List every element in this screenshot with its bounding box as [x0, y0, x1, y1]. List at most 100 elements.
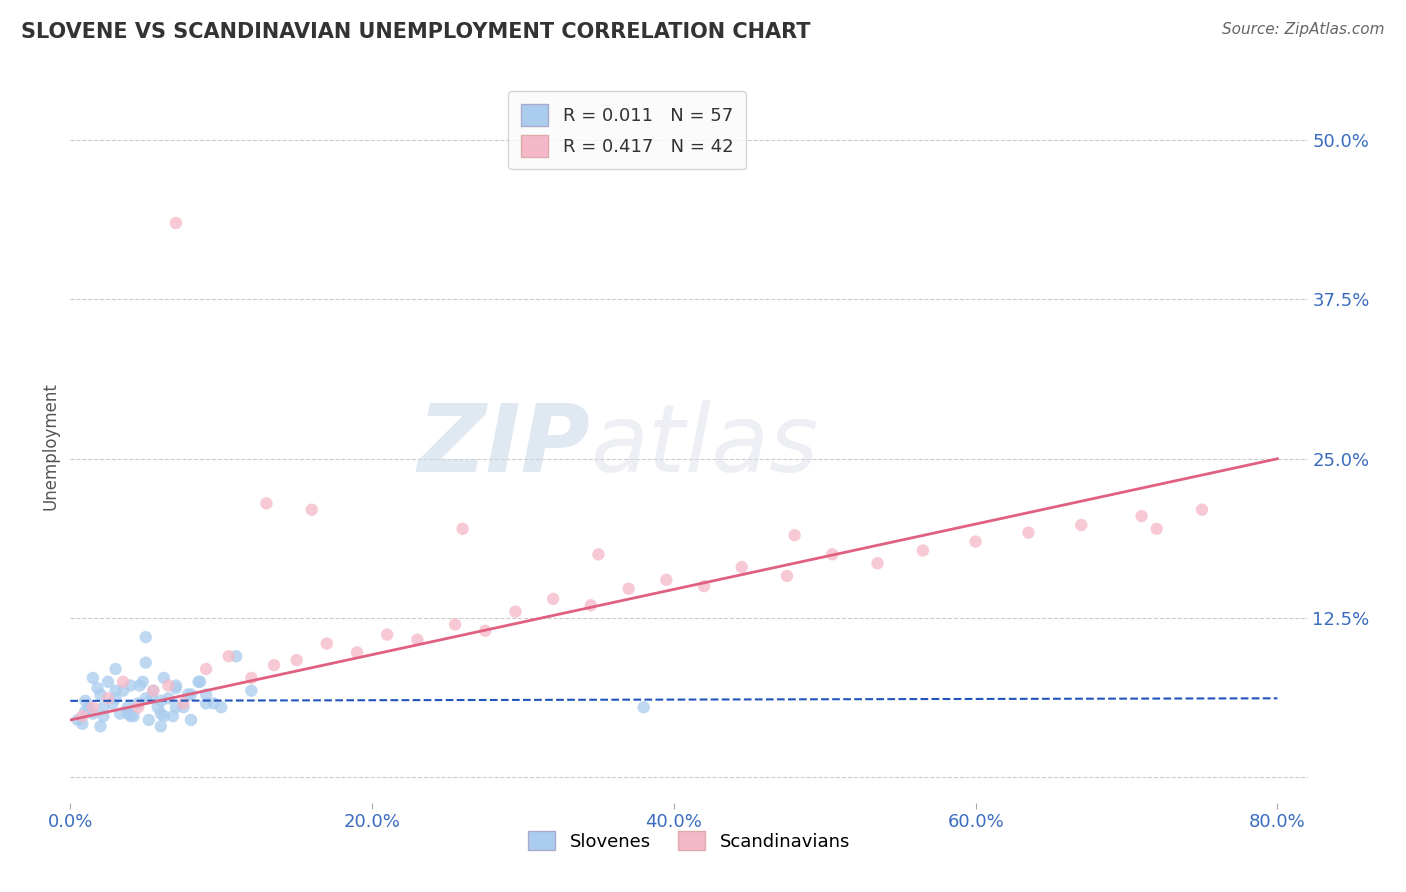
- Text: Source: ZipAtlas.com: Source: ZipAtlas.com: [1222, 22, 1385, 37]
- Point: [177, 688, 200, 702]
- Point: [172, 700, 194, 714]
- Point: [72, 716, 94, 731]
- Point: [187, 674, 209, 689]
- Point: [188, 674, 211, 689]
- Point: [112, 674, 135, 689]
- Point: [75, 694, 97, 708]
- Point: [135, 691, 157, 706]
- Point: [406, 632, 429, 647]
- Point: [165, 679, 187, 693]
- Point: [240, 683, 263, 698]
- Text: SLOVENE VS SCANDINAVIAN UNEMPLOYMENT CORRELATION CHART: SLOVENE VS SCANDINAVIAN UNEMPLOYMENT COR…: [21, 22, 811, 42]
- Point: [731, 560, 754, 574]
- Point: [93, 709, 115, 723]
- Point: [285, 653, 308, 667]
- Point: [195, 697, 218, 711]
- Point: [66, 713, 89, 727]
- Point: [1070, 518, 1092, 533]
- Point: [135, 656, 157, 670]
- Text: ZIP: ZIP: [418, 400, 591, 492]
- Point: [146, 700, 169, 714]
- Point: [505, 605, 527, 619]
- Point: [89, 688, 111, 702]
- Point: [157, 691, 180, 706]
- Point: [444, 617, 467, 632]
- Point: [89, 719, 111, 733]
- Point: [346, 645, 368, 659]
- Point: [225, 649, 247, 664]
- Point: [72, 709, 94, 723]
- Point: [776, 569, 799, 583]
- Point: [157, 679, 180, 693]
- Point: [633, 700, 655, 714]
- Point: [1191, 502, 1213, 516]
- Point: [122, 709, 145, 723]
- Y-axis label: Unemployment: Unemployment: [41, 382, 59, 510]
- Point: [165, 216, 187, 230]
- Point: [375, 627, 398, 641]
- Point: [451, 522, 474, 536]
- Point: [75, 704, 97, 718]
- Point: [82, 706, 104, 721]
- Point: [142, 683, 165, 698]
- Point: [128, 679, 150, 693]
- Text: atlas: atlas: [591, 401, 818, 491]
- Point: [202, 697, 225, 711]
- Point: [97, 674, 120, 689]
- Point: [693, 579, 716, 593]
- Point: [195, 662, 218, 676]
- Point: [135, 630, 157, 644]
- Point: [77, 700, 100, 714]
- Point: [153, 671, 176, 685]
- Point: [153, 709, 176, 723]
- Point: [301, 502, 323, 516]
- Point: [1146, 522, 1168, 536]
- Point: [127, 700, 149, 714]
- Point: [97, 691, 120, 706]
- Point: [655, 573, 678, 587]
- Point: [263, 658, 285, 673]
- Point: [117, 706, 139, 721]
- Point: [149, 719, 172, 733]
- Point: [1017, 525, 1039, 540]
- Point: [783, 528, 806, 542]
- Point: [209, 700, 232, 714]
- Point: [82, 671, 104, 685]
- Point: [541, 591, 564, 606]
- Point: [911, 543, 934, 558]
- Point: [142, 683, 165, 698]
- Point: [138, 713, 160, 727]
- Point: [172, 697, 194, 711]
- Point: [240, 671, 263, 685]
- Point: [165, 700, 187, 714]
- Point: [588, 547, 610, 561]
- Point: [104, 683, 127, 698]
- Point: [180, 688, 202, 702]
- Point: [108, 706, 131, 721]
- Point: [93, 700, 115, 714]
- Point: [315, 636, 337, 650]
- Point: [149, 706, 172, 721]
- Point: [104, 691, 127, 706]
- Point: [866, 556, 889, 570]
- Point: [120, 709, 142, 723]
- Point: [82, 700, 104, 714]
- Point: [104, 662, 127, 676]
- Point: [132, 674, 155, 689]
- Point: [195, 688, 218, 702]
- Point: [86, 681, 108, 695]
- Point: [149, 694, 172, 708]
- Point: [965, 534, 987, 549]
- Point: [617, 582, 640, 596]
- Point: [141, 691, 163, 706]
- Point: [218, 649, 240, 664]
- Point: [256, 496, 278, 510]
- Legend: Slovenes, Scandinavians: Slovenes, Scandinavians: [520, 824, 858, 858]
- Point: [162, 709, 184, 723]
- Point: [165, 681, 187, 695]
- Point: [120, 679, 142, 693]
- Point: [112, 683, 135, 698]
- Point: [474, 624, 496, 638]
- Point: [821, 547, 844, 561]
- Point: [101, 697, 124, 711]
